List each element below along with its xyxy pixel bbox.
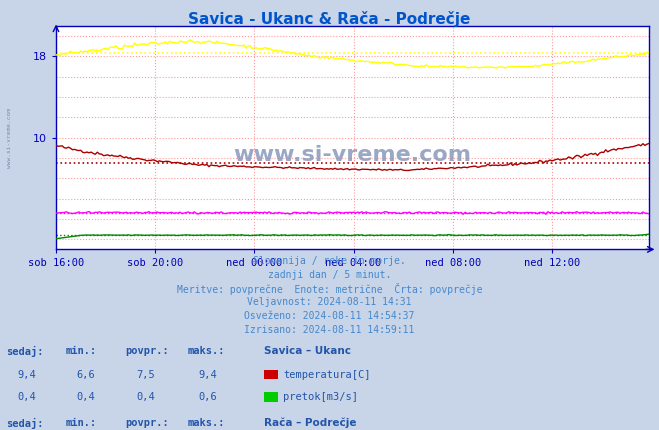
Text: Meritve: povprečne  Enote: metrične  Črta: povprečje: Meritve: povprečne Enote: metrične Črta:… (177, 283, 482, 295)
Text: min.:: min.: (66, 346, 97, 356)
Text: 9,4: 9,4 (18, 370, 36, 380)
Text: maks.:: maks.: (188, 346, 225, 356)
Text: Veljavnost: 2024-08-11 14:31: Veljavnost: 2024-08-11 14:31 (247, 297, 412, 307)
Text: sedaj:: sedaj: (7, 418, 44, 429)
Text: Osveženo: 2024-08-11 14:54:37: Osveženo: 2024-08-11 14:54:37 (244, 311, 415, 321)
Text: sedaj:: sedaj: (7, 346, 44, 357)
Text: 0,6: 0,6 (199, 392, 217, 402)
Text: povpr.:: povpr.: (125, 346, 169, 356)
Text: pretok[m3/s]: pretok[m3/s] (283, 392, 358, 402)
Text: 9,4: 9,4 (199, 370, 217, 380)
Text: 0,4: 0,4 (77, 392, 96, 402)
Text: maks.:: maks.: (188, 418, 225, 428)
Text: Slovenija / reke in morje.: Slovenija / reke in morje. (253, 256, 406, 266)
Text: 0,4: 0,4 (136, 392, 155, 402)
Text: 0,4: 0,4 (18, 392, 36, 402)
Text: www.si-vreme.com: www.si-vreme.com (233, 145, 472, 166)
Text: min.:: min.: (66, 418, 97, 428)
Text: 6,6: 6,6 (77, 370, 96, 380)
Text: Rača – Podrečje: Rača – Podrečje (264, 418, 356, 428)
Text: Savica – Ukanc: Savica – Ukanc (264, 346, 351, 356)
Text: povpr.:: povpr.: (125, 418, 169, 428)
Text: temperatura[C]: temperatura[C] (283, 370, 371, 380)
Text: Izrisano: 2024-08-11 14:59:11: Izrisano: 2024-08-11 14:59:11 (244, 325, 415, 335)
Text: Savica - Ukanc & Rača - Podrečje: Savica - Ukanc & Rača - Podrečje (188, 11, 471, 27)
Text: www.si-vreme.com: www.si-vreme.com (7, 108, 12, 168)
Text: 7,5: 7,5 (136, 370, 155, 380)
Text: zadnji dan / 5 minut.: zadnji dan / 5 minut. (268, 270, 391, 280)
